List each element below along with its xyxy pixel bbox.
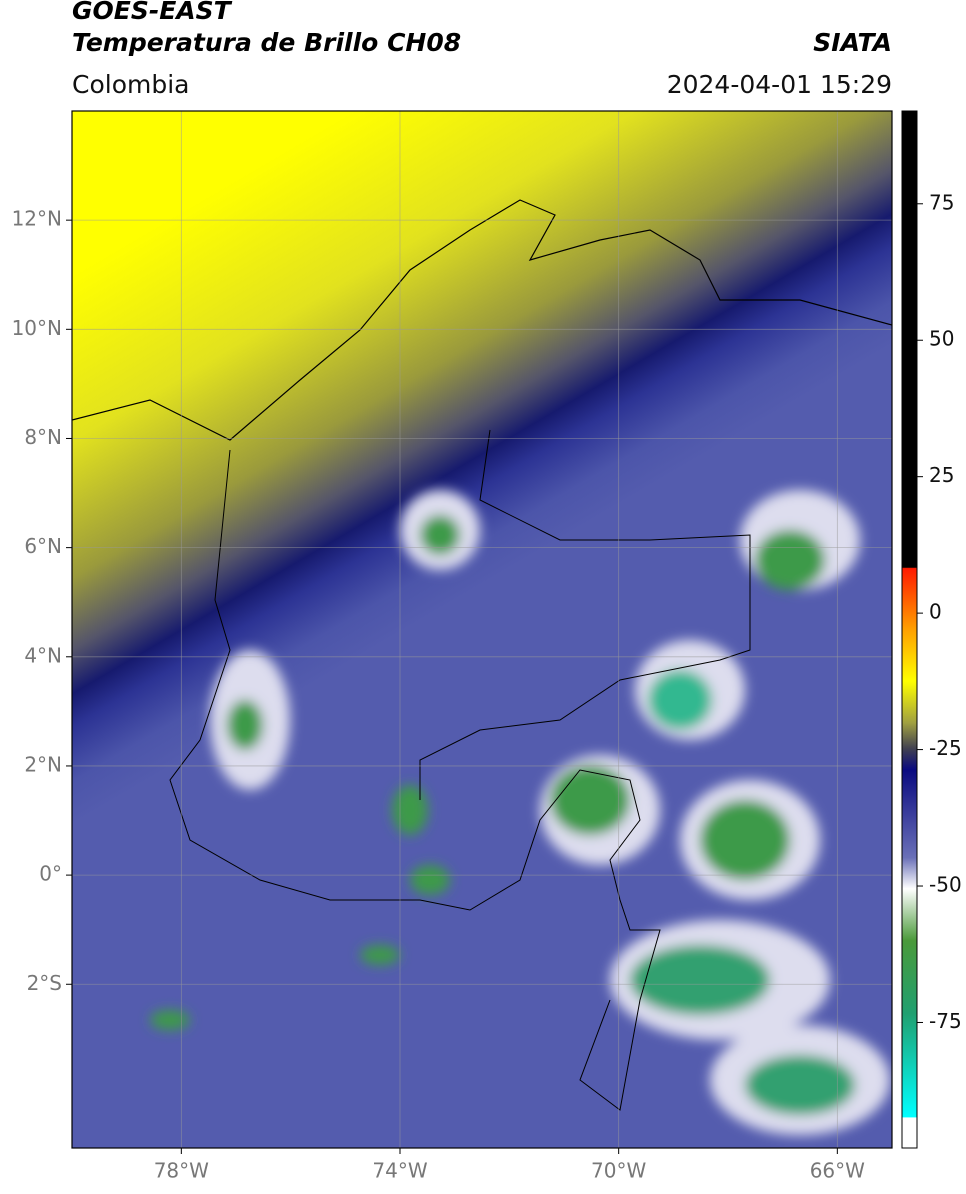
subtitle: Temperatura de Brillo CH08 bbox=[72, 28, 461, 57]
x-tick-label: 78°W bbox=[154, 1159, 209, 1183]
colorbar-tick-label: -50 bbox=[929, 873, 962, 897]
region: Colombia bbox=[72, 70, 189, 99]
y-tick-label: 8°N bbox=[24, 425, 62, 449]
datetime: 2024-04-01 15:29 bbox=[667, 70, 892, 99]
y-tick-label: 12°N bbox=[12, 207, 62, 231]
cloud-tops bbox=[150, 490, 890, 1135]
x-tick-label: 74°W bbox=[372, 1159, 427, 1183]
colorbar-tick-label: 0 bbox=[929, 600, 942, 624]
x-tick-label: 70°W bbox=[591, 1159, 646, 1183]
y-tick-label: 0° bbox=[39, 862, 62, 886]
borders bbox=[169, 429, 751, 1111]
colorbar-tick-label: -25 bbox=[929, 736, 962, 760]
imagery bbox=[72, 111, 892, 1148]
source: SIATA bbox=[813, 28, 892, 57]
y-tick-label: 2°N bbox=[24, 752, 62, 776]
coastline bbox=[72, 199, 892, 441]
colorbar bbox=[901, 110, 918, 1149]
y-tick-label: 10°N bbox=[12, 316, 62, 340]
colorbar-tick-label: 75 bbox=[929, 190, 954, 214]
y-tick-label: 2°S bbox=[27, 971, 62, 995]
colorbar-tick-label: 25 bbox=[929, 463, 954, 487]
colorbar-tick-label: 50 bbox=[929, 327, 954, 351]
graticule bbox=[72, 111, 892, 1148]
colorbar-tick-label: -75 bbox=[929, 1009, 962, 1033]
title: GOES-EAST bbox=[72, 0, 233, 25]
y-tick-label: 4°N bbox=[24, 643, 62, 667]
map-frame bbox=[71, 110, 893, 1149]
x-tick-label: 66°W bbox=[810, 1159, 865, 1183]
y-tick-label: 6°N bbox=[24, 534, 62, 558]
